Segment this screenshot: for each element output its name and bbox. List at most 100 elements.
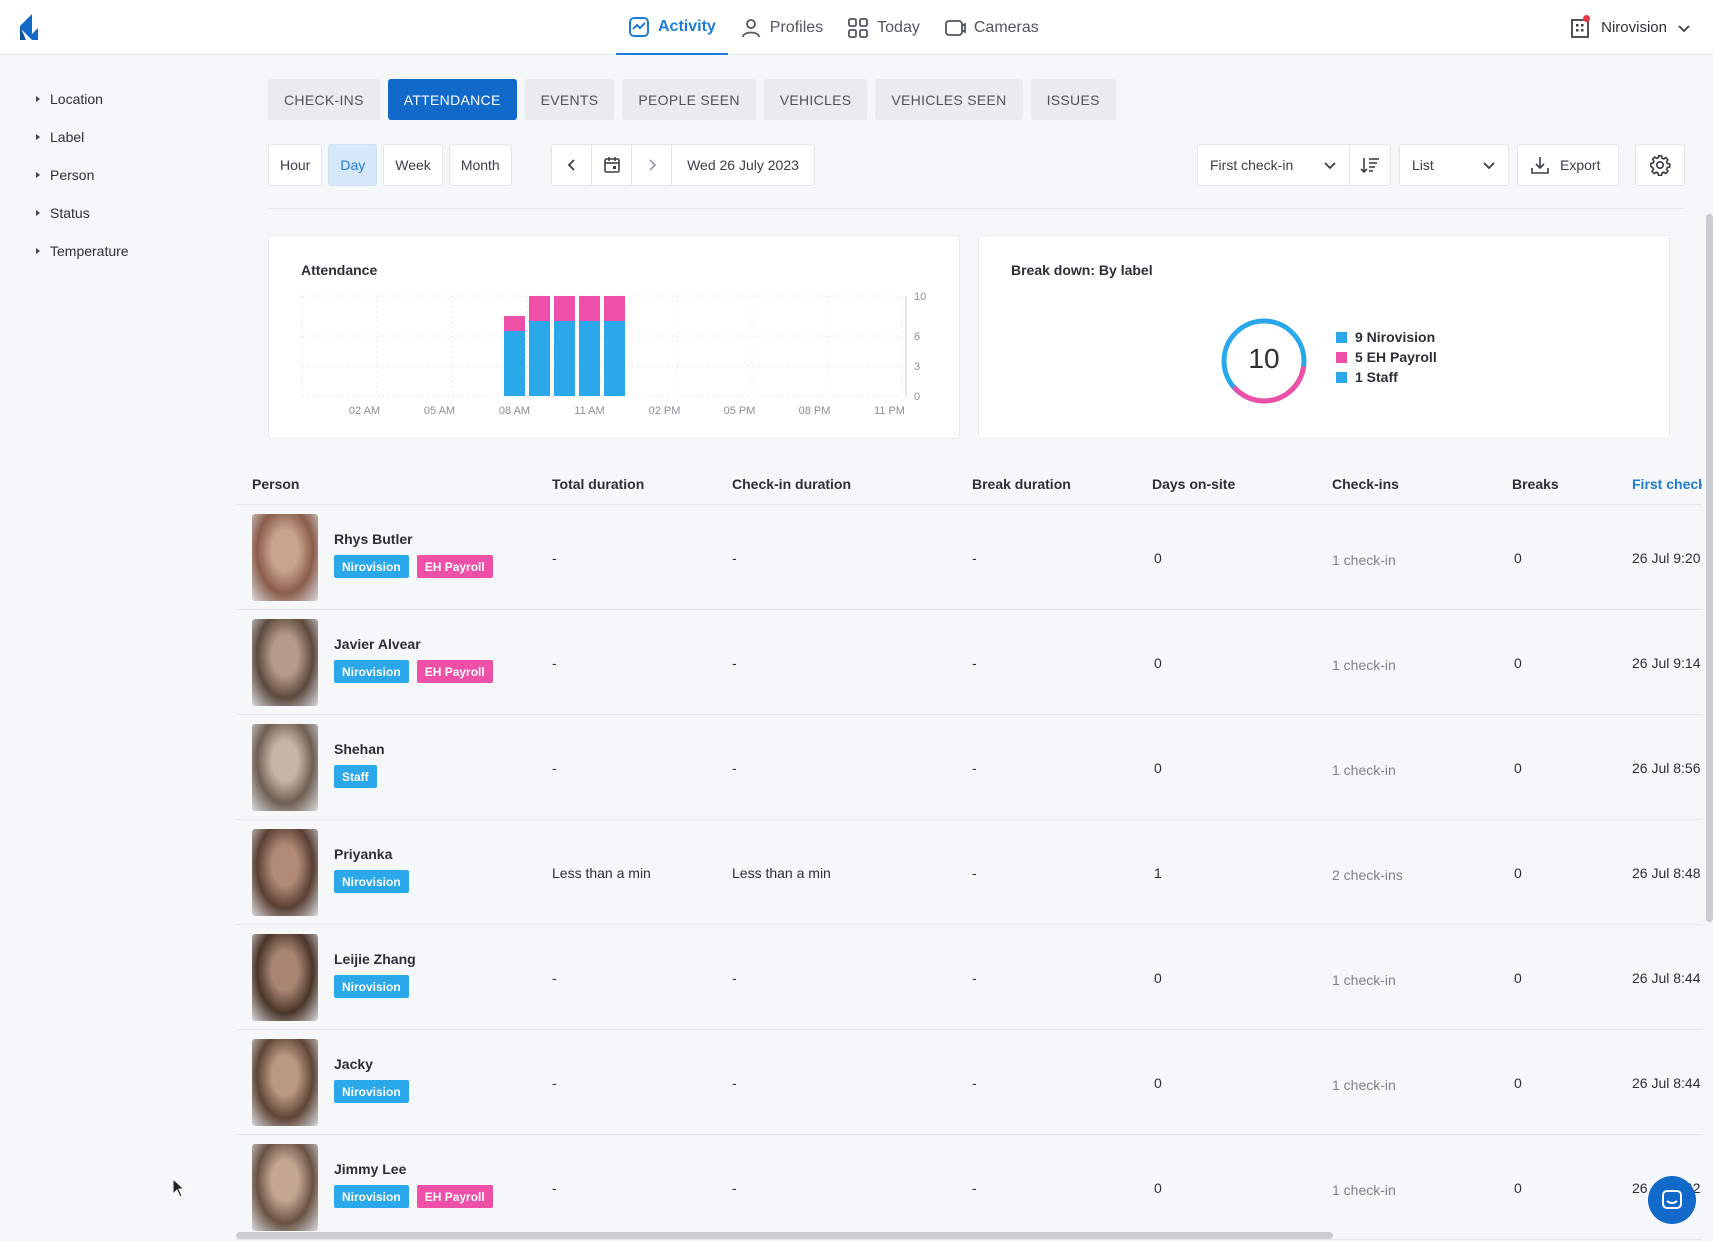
- table-row[interactable]: Priyanka Nirovision Less than a min Less…: [236, 820, 1702, 925]
- sort-order-button[interactable]: [1349, 144, 1391, 186]
- table-row[interactable]: Shehan Staff - - - 0 1 check-in 0 26 Jul…: [236, 715, 1702, 820]
- tab-profiles-label: Profiles: [769, 18, 824, 36]
- bar-segment-primary[interactable]: [529, 321, 550, 396]
- chevron-down-icon: [1483, 162, 1495, 170]
- bar-segment-primary[interactable]: [554, 321, 575, 396]
- breaks-count: 0: [1514, 865, 1522, 881]
- header-days-on-site[interactable]: Days on-site: [1152, 476, 1236, 492]
- subtab-events[interactable]: EVENTS: [524, 79, 615, 120]
- top-navigation: Activity Profiles Today Cameras Nirovisi…: [0, 0, 1713, 55]
- range-day-button[interactable]: Day: [328, 144, 378, 186]
- filter-status[interactable]: Status: [0, 194, 230, 232]
- range-hour-button[interactable]: Hour: [268, 144, 323, 186]
- header-first-check-in[interactable]: First check: [1632, 476, 1702, 492]
- subtab-issues[interactable]: ISSUES: [1030, 79, 1116, 120]
- export-button[interactable]: Export: [1517, 144, 1619, 186]
- filter-label[interactable]: Label: [0, 118, 230, 156]
- bar-segment-secondary[interactable]: [604, 296, 625, 321]
- avatar[interactable]: [252, 514, 318, 601]
- check-ins-link[interactable]: 1 check-in: [1332, 657, 1396, 673]
- nirovision-logo[interactable]: [18, 12, 40, 42]
- avatar[interactable]: [252, 619, 318, 706]
- subtab-vehicles[interactable]: VEHICLES: [763, 79, 868, 120]
- person-name[interactable]: Jimmy Lee: [334, 1161, 407, 1177]
- table-row[interactable]: Jacky Nirovision - - - 0 1 check-in 0 26…: [236, 1030, 1702, 1135]
- export-label: Export: [1560, 157, 1601, 173]
- person-name[interactable]: Rhys Butler: [334, 531, 413, 547]
- days-on-site: 0: [1154, 655, 1162, 671]
- previous-day-button[interactable]: [552, 145, 592, 185]
- avatar[interactable]: [252, 1144, 318, 1231]
- avatar[interactable]: [252, 934, 318, 1021]
- settings-button[interactable]: [1635, 144, 1685, 186]
- subtab-attendance[interactable]: ATTENDANCE: [387, 79, 517, 120]
- bar-segment-secondary[interactable]: [579, 296, 600, 321]
- tab-cameras[interactable]: Cameras: [932, 0, 1051, 55]
- avatar[interactable]: [252, 1039, 318, 1126]
- next-day-button[interactable]: [632, 145, 672, 185]
- sort-select[interactable]: First check-in: [1197, 144, 1349, 186]
- range-month-button[interactable]: Month: [448, 144, 512, 186]
- filter-location[interactable]: Location: [0, 80, 230, 118]
- check-ins-link[interactable]: 1 check-in: [1332, 1077, 1396, 1093]
- bar-segment-primary[interactable]: [504, 331, 525, 396]
- label-tag: Nirovision: [334, 660, 409, 683]
- check-ins-link[interactable]: 1 check-in: [1332, 1182, 1396, 1198]
- person-name[interactable]: Priyanka: [334, 846, 393, 862]
- tab-today-label: Today: [877, 18, 920, 36]
- check-ins-link[interactable]: 1 check-in: [1332, 762, 1396, 778]
- total-duration: -: [552, 1075, 557, 1091]
- filter-person[interactable]: Person: [0, 156, 230, 194]
- calendar-icon: [603, 157, 620, 173]
- person-name[interactable]: Jacky: [334, 1056, 373, 1072]
- bar-segment-secondary[interactable]: [554, 296, 575, 321]
- calendar-button[interactable]: [592, 145, 632, 185]
- filter-temperature[interactable]: Temperature: [0, 232, 230, 270]
- bar-segment-primary[interactable]: [579, 321, 600, 396]
- bar-segment-secondary[interactable]: [504, 316, 525, 331]
- check-ins-link[interactable]: 2 check-ins: [1332, 867, 1403, 883]
- bar-segment-secondary[interactable]: [529, 296, 550, 321]
- chat-button[interactable]: [1648, 1176, 1696, 1224]
- person-name[interactable]: Javier Alvear: [334, 636, 421, 652]
- subtab-people-seen[interactable]: PEOPLE SEEN: [622, 79, 756, 120]
- breaks-count: 0: [1514, 970, 1522, 986]
- chat-icon: [1662, 1190, 1682, 1209]
- header-person[interactable]: Person: [252, 476, 300, 492]
- table-row[interactable]: Rhys Butler Nirovision EH Payroll - - - 0…: [236, 505, 1702, 610]
- tab-activity[interactable]: Activity: [616, 0, 728, 55]
- attendance-table: Person Total duration Check-in duration …: [236, 463, 1702, 1240]
- horizontal-scrollbar[interactable]: [236, 1232, 1333, 1239]
- bar-segment-primary[interactable]: [604, 321, 625, 396]
- subtab-vehicles-seen[interactable]: VEHICLES SEEN: [875, 79, 1023, 120]
- header-break-duration[interactable]: Break duration: [972, 476, 1071, 492]
- subtab-check-ins[interactable]: CHECK-INS: [268, 79, 380, 120]
- organization-menu[interactable]: Nirovision: [1569, 0, 1691, 55]
- avatar[interactable]: [252, 829, 318, 916]
- attendance-title: Attendance: [301, 262, 378, 278]
- tab-today[interactable]: Today: [835, 0, 932, 55]
- donut-segment-eh-payroll-2: [1232, 385, 1265, 404]
- header-breaks[interactable]: Breaks: [1512, 476, 1559, 492]
- view-select[interactable]: List: [1399, 144, 1509, 186]
- current-date[interactable]: Wed 26 July 2023: [687, 157, 799, 173]
- range-week-button[interactable]: Week: [383, 144, 443, 186]
- person-name[interactable]: Leijie Zhang: [334, 951, 416, 967]
- table-row[interactable]: Javier Alvear Nirovision EH Payroll - - -…: [236, 610, 1702, 715]
- header-checkin-duration[interactable]: Check-in duration: [732, 476, 852, 492]
- check-ins-link[interactable]: 1 check-in: [1332, 972, 1396, 988]
- avatar[interactable]: [252, 724, 318, 811]
- table-row[interactable]: Leijie Zhang Nirovision - - - 0 1 check-…: [236, 925, 1702, 1030]
- breaks-count: 0: [1514, 1075, 1522, 1091]
- label-tag: Nirovision: [334, 1080, 409, 1103]
- check-ins-link[interactable]: 1 check-in: [1332, 552, 1396, 568]
- table-row[interactable]: Jimmy Lee Nirovision EH Payroll - - - 0 1…: [236, 1135, 1702, 1240]
- table-body: Rhys Butler Nirovision EH Payroll - - - 0…: [236, 505, 1702, 1240]
- person-name[interactable]: Shehan: [334, 741, 385, 757]
- vertical-scrollbar[interactable]: [1706, 214, 1713, 922]
- header-total-duration[interactable]: Total duration: [552, 476, 645, 492]
- tab-profiles[interactable]: Profiles: [728, 0, 835, 55]
- break-duration: -: [972, 865, 977, 881]
- header-check-ins[interactable]: Check-ins: [1332, 476, 1399, 492]
- y-tick-label: 10: [914, 291, 926, 303]
